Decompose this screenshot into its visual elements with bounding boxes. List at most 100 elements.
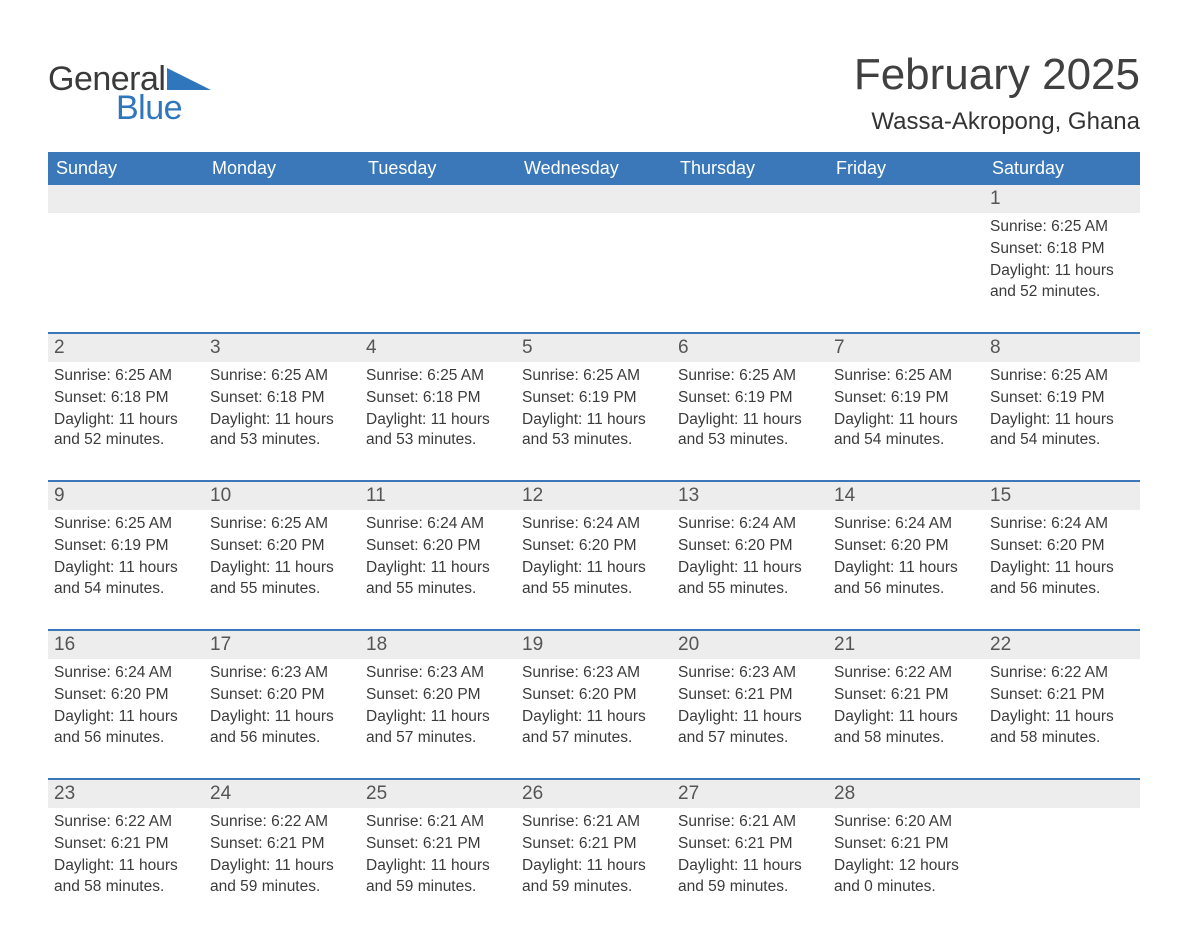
daylight-text: Daylight: 11 hours and 53 minutes. xyxy=(210,410,354,452)
day-number-cell xyxy=(516,185,672,213)
day-number-cell: 17 xyxy=(204,631,360,659)
day-number-cell: 19 xyxy=(516,631,672,659)
sunrise-text: Sunrise: 6:23 AM xyxy=(678,663,822,684)
daylight-text: Daylight: 11 hours and 57 minutes. xyxy=(366,707,510,749)
day-number-cell: 11 xyxy=(360,482,516,510)
day-detail-cell: Sunrise: 6:25 AMSunset: 6:19 PMDaylight:… xyxy=(48,510,204,630)
daylight-text: Daylight: 11 hours and 54 minutes. xyxy=(834,410,978,452)
sunrise-text: Sunrise: 6:21 AM xyxy=(366,812,510,833)
sunset-text: Sunset: 6:19 PM xyxy=(54,536,198,557)
day-number-cell: 7 xyxy=(828,334,984,362)
daylight-text: Daylight: 11 hours and 58 minutes. xyxy=(54,856,198,898)
day-number-cell: 2 xyxy=(48,334,204,362)
day-header: Sunday xyxy=(48,152,204,185)
day-detail-cell: Sunrise: 6:21 AMSunset: 6:21 PMDaylight:… xyxy=(672,808,828,926)
sunrise-text: Sunrise: 6:24 AM xyxy=(990,514,1134,535)
sunset-text: Sunset: 6:18 PM xyxy=(54,388,198,409)
sunrise-text: Sunrise: 6:22 AM xyxy=(210,812,354,833)
day-detail-cell: Sunrise: 6:22 AMSunset: 6:21 PMDaylight:… xyxy=(204,808,360,926)
day-number-cell: 13 xyxy=(672,482,828,510)
day-detail-cell: Sunrise: 6:25 AMSunset: 6:18 PMDaylight:… xyxy=(360,362,516,482)
sunrise-text: Sunrise: 6:23 AM xyxy=(366,663,510,684)
day-number-cell: 4 xyxy=(360,334,516,362)
month-title: February 2025 xyxy=(854,50,1140,100)
day-detail-cell: Sunrise: 6:25 AMSunset: 6:18 PMDaylight:… xyxy=(48,362,204,482)
sunrise-text: Sunrise: 6:24 AM xyxy=(834,514,978,535)
sunrise-text: Sunrise: 6:22 AM xyxy=(54,812,198,833)
sunrise-text: Sunrise: 6:25 AM xyxy=(366,366,510,387)
day-number-cell: 3 xyxy=(204,334,360,362)
daylight-text: Daylight: 11 hours and 53 minutes. xyxy=(522,410,666,452)
day-detail-cell: Sunrise: 6:25 AMSunset: 6:19 PMDaylight:… xyxy=(828,362,984,482)
day-number-cell: 28 xyxy=(828,780,984,808)
day-number-cell xyxy=(828,185,984,213)
day-number-row: 2345678 xyxy=(48,334,1140,362)
daylight-text: Daylight: 11 hours and 55 minutes. xyxy=(522,558,666,600)
day-detail-cell: Sunrise: 6:22 AMSunset: 6:21 PMDaylight:… xyxy=(828,659,984,779)
sunset-text: Sunset: 6:20 PM xyxy=(522,536,666,557)
daylight-text: Daylight: 11 hours and 53 minutes. xyxy=(366,410,510,452)
day-number-cell: 16 xyxy=(48,631,204,659)
day-detail-cell: Sunrise: 6:23 AMSunset: 6:20 PMDaylight:… xyxy=(204,659,360,779)
sunset-text: Sunset: 6:19 PM xyxy=(834,388,978,409)
logo-text-blue: Blue xyxy=(116,89,211,128)
day-detail-cell: Sunrise: 6:24 AMSunset: 6:20 PMDaylight:… xyxy=(828,510,984,630)
sunrise-text: Sunrise: 6:24 AM xyxy=(522,514,666,535)
day-detail-cell: Sunrise: 6:25 AMSunset: 6:20 PMDaylight:… xyxy=(204,510,360,630)
day-detail-cell xyxy=(672,213,828,333)
sunset-text: Sunset: 6:20 PM xyxy=(366,685,510,706)
day-detail-cell: Sunrise: 6:23 AMSunset: 6:21 PMDaylight:… xyxy=(672,659,828,779)
sunset-text: Sunset: 6:20 PM xyxy=(990,536,1134,557)
day-number-cell: 6 xyxy=(672,334,828,362)
sunrise-text: Sunrise: 6:25 AM xyxy=(678,366,822,387)
day-detail-row: Sunrise: 6:25 AMSunset: 6:18 PMDaylight:… xyxy=(48,213,1140,333)
day-number-cell: 9 xyxy=(48,482,204,510)
sunset-text: Sunset: 6:20 PM xyxy=(834,536,978,557)
day-detail-cell: Sunrise: 6:21 AMSunset: 6:21 PMDaylight:… xyxy=(516,808,672,926)
day-number-cell xyxy=(672,185,828,213)
day-header-row: SundayMondayTuesdayWednesdayThursdayFrid… xyxy=(48,152,1140,185)
sunset-text: Sunset: 6:21 PM xyxy=(54,834,198,855)
sunrise-text: Sunrise: 6:24 AM xyxy=(678,514,822,535)
day-detail-cell: Sunrise: 6:24 AMSunset: 6:20 PMDaylight:… xyxy=(516,510,672,630)
logo: General Blue xyxy=(48,60,211,128)
daylight-text: Daylight: 11 hours and 59 minutes. xyxy=(678,856,822,898)
sunrise-text: Sunrise: 6:21 AM xyxy=(522,812,666,833)
daylight-text: Daylight: 11 hours and 59 minutes. xyxy=(522,856,666,898)
day-detail-cell: Sunrise: 6:23 AMSunset: 6:20 PMDaylight:… xyxy=(360,659,516,779)
sunrise-text: Sunrise: 6:21 AM xyxy=(678,812,822,833)
day-number-row: 16171819202122 xyxy=(48,631,1140,659)
sunrise-text: Sunrise: 6:23 AM xyxy=(522,663,666,684)
sunrise-text: Sunrise: 6:25 AM xyxy=(54,514,198,535)
day-number-cell: 14 xyxy=(828,482,984,510)
day-number-cell: 24 xyxy=(204,780,360,808)
sunset-text: Sunset: 6:20 PM xyxy=(678,536,822,557)
day-detail-cell: Sunrise: 6:25 AMSunset: 6:18 PMDaylight:… xyxy=(984,213,1140,333)
day-number-cell xyxy=(48,185,204,213)
sunrise-text: Sunrise: 6:25 AM xyxy=(210,514,354,535)
sunset-text: Sunset: 6:20 PM xyxy=(54,685,198,706)
day-detail-cell: Sunrise: 6:24 AMSunset: 6:20 PMDaylight:… xyxy=(984,510,1140,630)
day-detail-cell xyxy=(516,213,672,333)
day-detail-cell: Sunrise: 6:25 AMSunset: 6:19 PMDaylight:… xyxy=(516,362,672,482)
day-detail-cell: Sunrise: 6:23 AMSunset: 6:20 PMDaylight:… xyxy=(516,659,672,779)
sunset-text: Sunset: 6:18 PM xyxy=(990,239,1134,260)
daylight-text: Daylight: 11 hours and 57 minutes. xyxy=(678,707,822,749)
day-number-cell: 15 xyxy=(984,482,1140,510)
sunset-text: Sunset: 6:21 PM xyxy=(210,834,354,855)
daylight-text: Daylight: 11 hours and 56 minutes. xyxy=(834,558,978,600)
sunrise-text: Sunrise: 6:25 AM xyxy=(54,366,198,387)
day-number-cell xyxy=(204,185,360,213)
daylight-text: Daylight: 11 hours and 58 minutes. xyxy=(834,707,978,749)
day-number-cell: 27 xyxy=(672,780,828,808)
daylight-text: Daylight: 11 hours and 59 minutes. xyxy=(210,856,354,898)
calendar-table: SundayMondayTuesdayWednesdayThursdayFrid… xyxy=(48,152,1140,926)
sunset-text: Sunset: 6:21 PM xyxy=(678,834,822,855)
daylight-text: Daylight: 11 hours and 54 minutes. xyxy=(990,410,1134,452)
sunrise-text: Sunrise: 6:25 AM xyxy=(210,366,354,387)
day-detail-cell xyxy=(828,213,984,333)
sunrise-text: Sunrise: 6:20 AM xyxy=(834,812,978,833)
day-number-row: 1 xyxy=(48,185,1140,213)
day-number-cell: 20 xyxy=(672,631,828,659)
day-detail-cell: Sunrise: 6:21 AMSunset: 6:21 PMDaylight:… xyxy=(360,808,516,926)
